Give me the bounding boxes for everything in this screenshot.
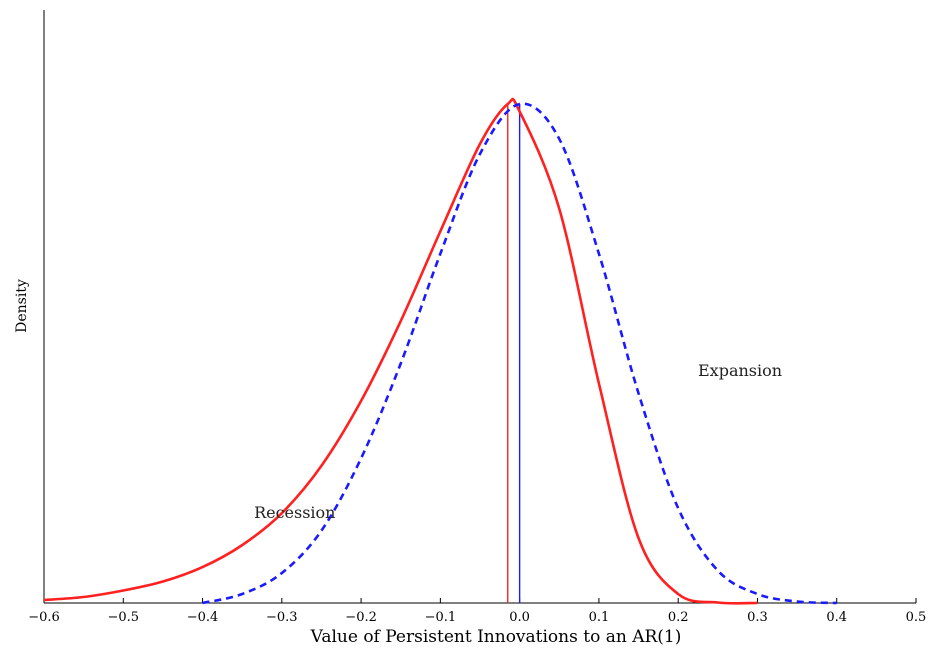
x-tick-label: −0.2 [345,610,377,625]
recession-curve [43,97,758,605]
x-tick-label: −0.4 [187,610,219,625]
recession-annotation: Recession [254,503,335,522]
x-tick-label: −0.1 [425,610,457,625]
mean-markers [507,104,521,603]
expansion-curve [202,102,837,605]
x-tick-label: −0.5 [107,610,139,625]
expansion-annotation: Expansion [698,361,782,380]
x-tick-label: 0.1 [589,610,610,625]
x-tick-label: 0.0 [509,610,530,625]
x-tick-label: 0.4 [826,610,847,625]
x-tick-label: 0.2 [668,610,689,625]
x-tick-label: 0.5 [906,610,927,625]
x-ticks: −0.6 −0.5 −0.4 −0.3 −0.2 −0.1 0.0 0.1 0.2 0.3 0.4 0… [28,598,926,625]
y-axis-label: Density [14,279,30,333]
series-layer [43,97,837,605]
x-tick-label: −0.6 [28,610,60,625]
x-axis-label: Value of Persistent Innovations to an AR… [310,627,682,647]
annotations: Recession Expansion [254,361,782,522]
x-tick-label: 0.3 [747,610,768,625]
axes [43,10,916,604]
x-tick-label: −0.3 [266,610,298,625]
